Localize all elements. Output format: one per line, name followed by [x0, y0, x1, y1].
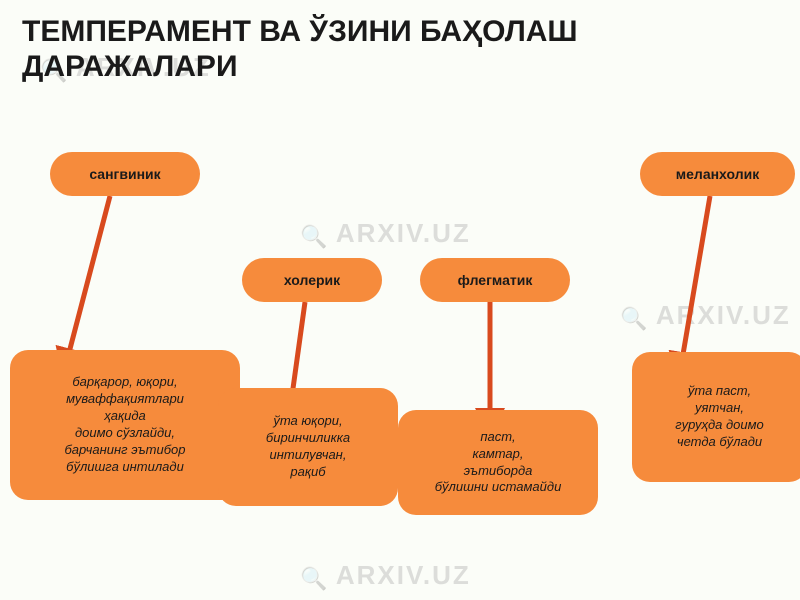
desc-text: ўта юқори, биринчиликка интилувчан, рақи…	[266, 413, 350, 481]
pill-cholerik: холерик	[242, 258, 382, 302]
pill-label: сангвиник	[89, 166, 160, 182]
pill-melanholik: меланхолик	[640, 152, 795, 196]
desc-text: паст, камтар, эътиборда бўлишни истамайд…	[435, 429, 562, 497]
pill-sangvinik: сангвиник	[50, 152, 200, 196]
desc-text: ўта паст, уятчан, гуруҳда доимо четда бў…	[675, 383, 764, 451]
pill-label: флегматик	[458, 272, 533, 288]
pill-flegmatik: флегматик	[420, 258, 570, 302]
desc-flegmatik: паст, камтар, эътиборда бўлишни истамайд…	[398, 410, 598, 515]
desc-text: барқарор, юқори, муваффақиятлари ҳақида …	[64, 374, 185, 475]
desc-melanholik: ўта паст, уятчан, гуруҳда доимо четда бў…	[632, 352, 800, 482]
diagram-canvas	[0, 0, 800, 600]
desc-cholerik: ўта юқори, биринчиликка интилувчан, рақи…	[218, 388, 398, 506]
desc-sangvinik: барқарор, юқори, муваффақиятлари ҳақида …	[10, 350, 240, 500]
page-title: ТЕМПЕРАМЕНТ ВА ЎЗИНИ БАҲОЛАШ ДАРАЖАЛАРИ	[22, 14, 780, 85]
pill-label: холерик	[284, 272, 340, 288]
pill-label: меланхолик	[676, 166, 759, 182]
